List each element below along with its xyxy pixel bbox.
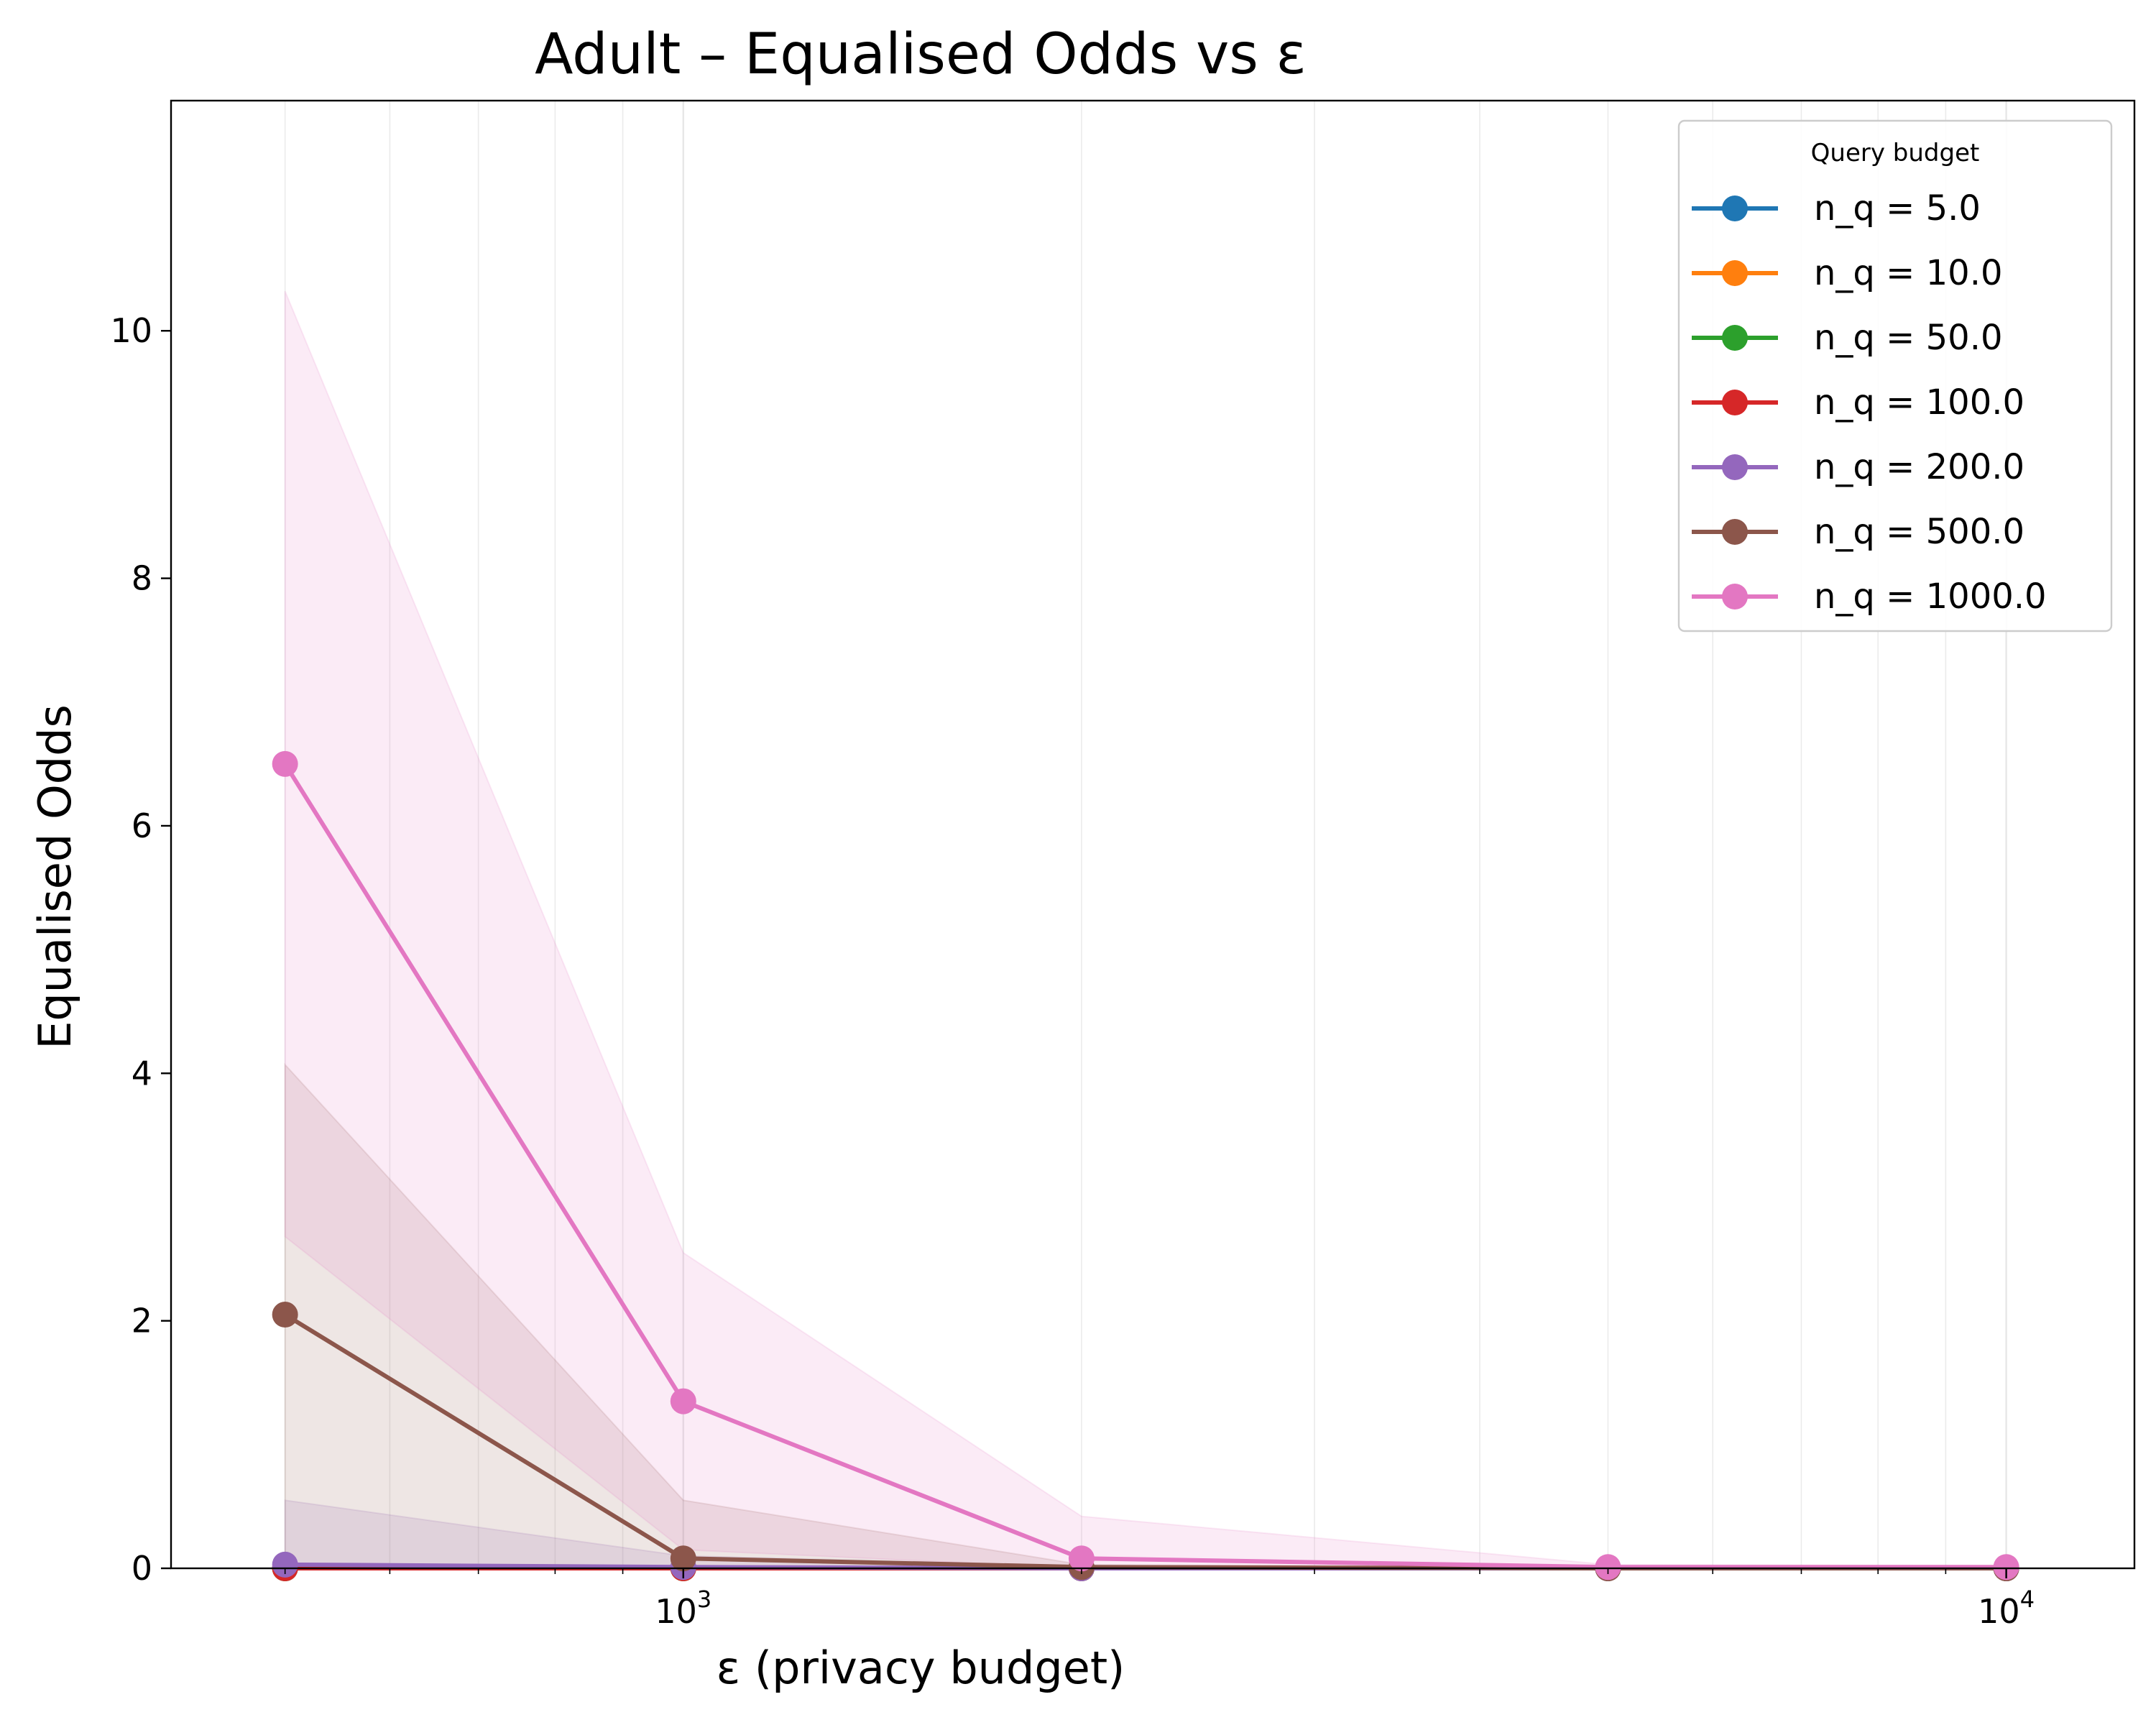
legend-item: n_q = 5.0 bbox=[1692, 188, 1981, 229]
data-point bbox=[272, 1551, 298, 1578]
data-series bbox=[272, 750, 2019, 1581]
legend-item: n_q = 200.0 bbox=[1692, 447, 2024, 487]
data-point bbox=[670, 1388, 696, 1414]
data-point bbox=[272, 1302, 298, 1328]
legend-box bbox=[1677, 119, 2113, 632]
data-point bbox=[1993, 1554, 2019, 1581]
legend-item: n_q = 1000.0 bbox=[1692, 576, 2047, 617]
legend-label: n_q = 500.0 bbox=[1814, 512, 2024, 552]
x-tick-label: 103 bbox=[655, 1586, 711, 1631]
legend-swatch-marker bbox=[1722, 325, 1748, 351]
y-tick-label: 2 bbox=[132, 1302, 152, 1340]
y-tick-label: 8 bbox=[132, 559, 152, 598]
legend-swatch-marker bbox=[1722, 519, 1748, 545]
x-tick-label: 104 bbox=[1978, 1586, 2035, 1631]
y-axis-label: Equalised Odds bbox=[29, 704, 81, 1049]
legend-label: n_q = 10.0 bbox=[1814, 253, 2003, 293]
legend-label: n_q = 50.0 bbox=[1814, 318, 2003, 358]
plot-frame bbox=[170, 99, 2136, 1570]
y-tick-label: 4 bbox=[132, 1054, 152, 1092]
legend-item: n_q = 50.0 bbox=[1692, 318, 2003, 358]
legend-item: n_q = 500.0 bbox=[1692, 512, 2024, 552]
legend-swatch-marker bbox=[1722, 260, 1748, 286]
x-axis-label: ε (privacy budget) bbox=[717, 1642, 1125, 1694]
legend-items: n_q = 5.0 n_q = 10.0 n_q = 50.0 n_q = 100.0… bbox=[1692, 188, 2047, 617]
y-tick-label: 6 bbox=[132, 806, 152, 845]
axis-ticks: 103 104 0 2 4 6 8 10 bbox=[110, 311, 2035, 1631]
legend-swatch-marker bbox=[1722, 196, 1748, 221]
y-tick-label: 0 bbox=[132, 1549, 152, 1588]
legend-title: Query budget bbox=[1811, 139, 1980, 167]
data-point bbox=[670, 1545, 696, 1572]
legend-swatch-marker bbox=[1722, 454, 1748, 480]
legend-swatch-marker bbox=[1722, 390, 1748, 415]
data-point bbox=[1595, 1554, 1621, 1581]
legend-label: n_q = 200.0 bbox=[1814, 447, 2024, 487]
data-point bbox=[1068, 1545, 1095, 1572]
legend: Query budget n_q = 5.0 n_q = 10.0 n_q = 50… bbox=[1677, 119, 2113, 632]
legend-swatch-marker bbox=[1722, 584, 1748, 610]
legend-item: n_q = 100.0 bbox=[1692, 382, 2024, 423]
y-tick-label: 10 bbox=[110, 311, 152, 350]
legend-item: n_q = 10.0 bbox=[1692, 253, 2003, 293]
data-point bbox=[272, 750, 298, 777]
legend-label: n_q = 5.0 bbox=[1814, 188, 1981, 229]
chart-title: Adult – Equalised Odds vs ε bbox=[535, 22, 1307, 87]
legend-label: n_q = 1000.0 bbox=[1814, 576, 2047, 617]
legend-label: n_q = 100.0 bbox=[1814, 382, 2024, 423]
